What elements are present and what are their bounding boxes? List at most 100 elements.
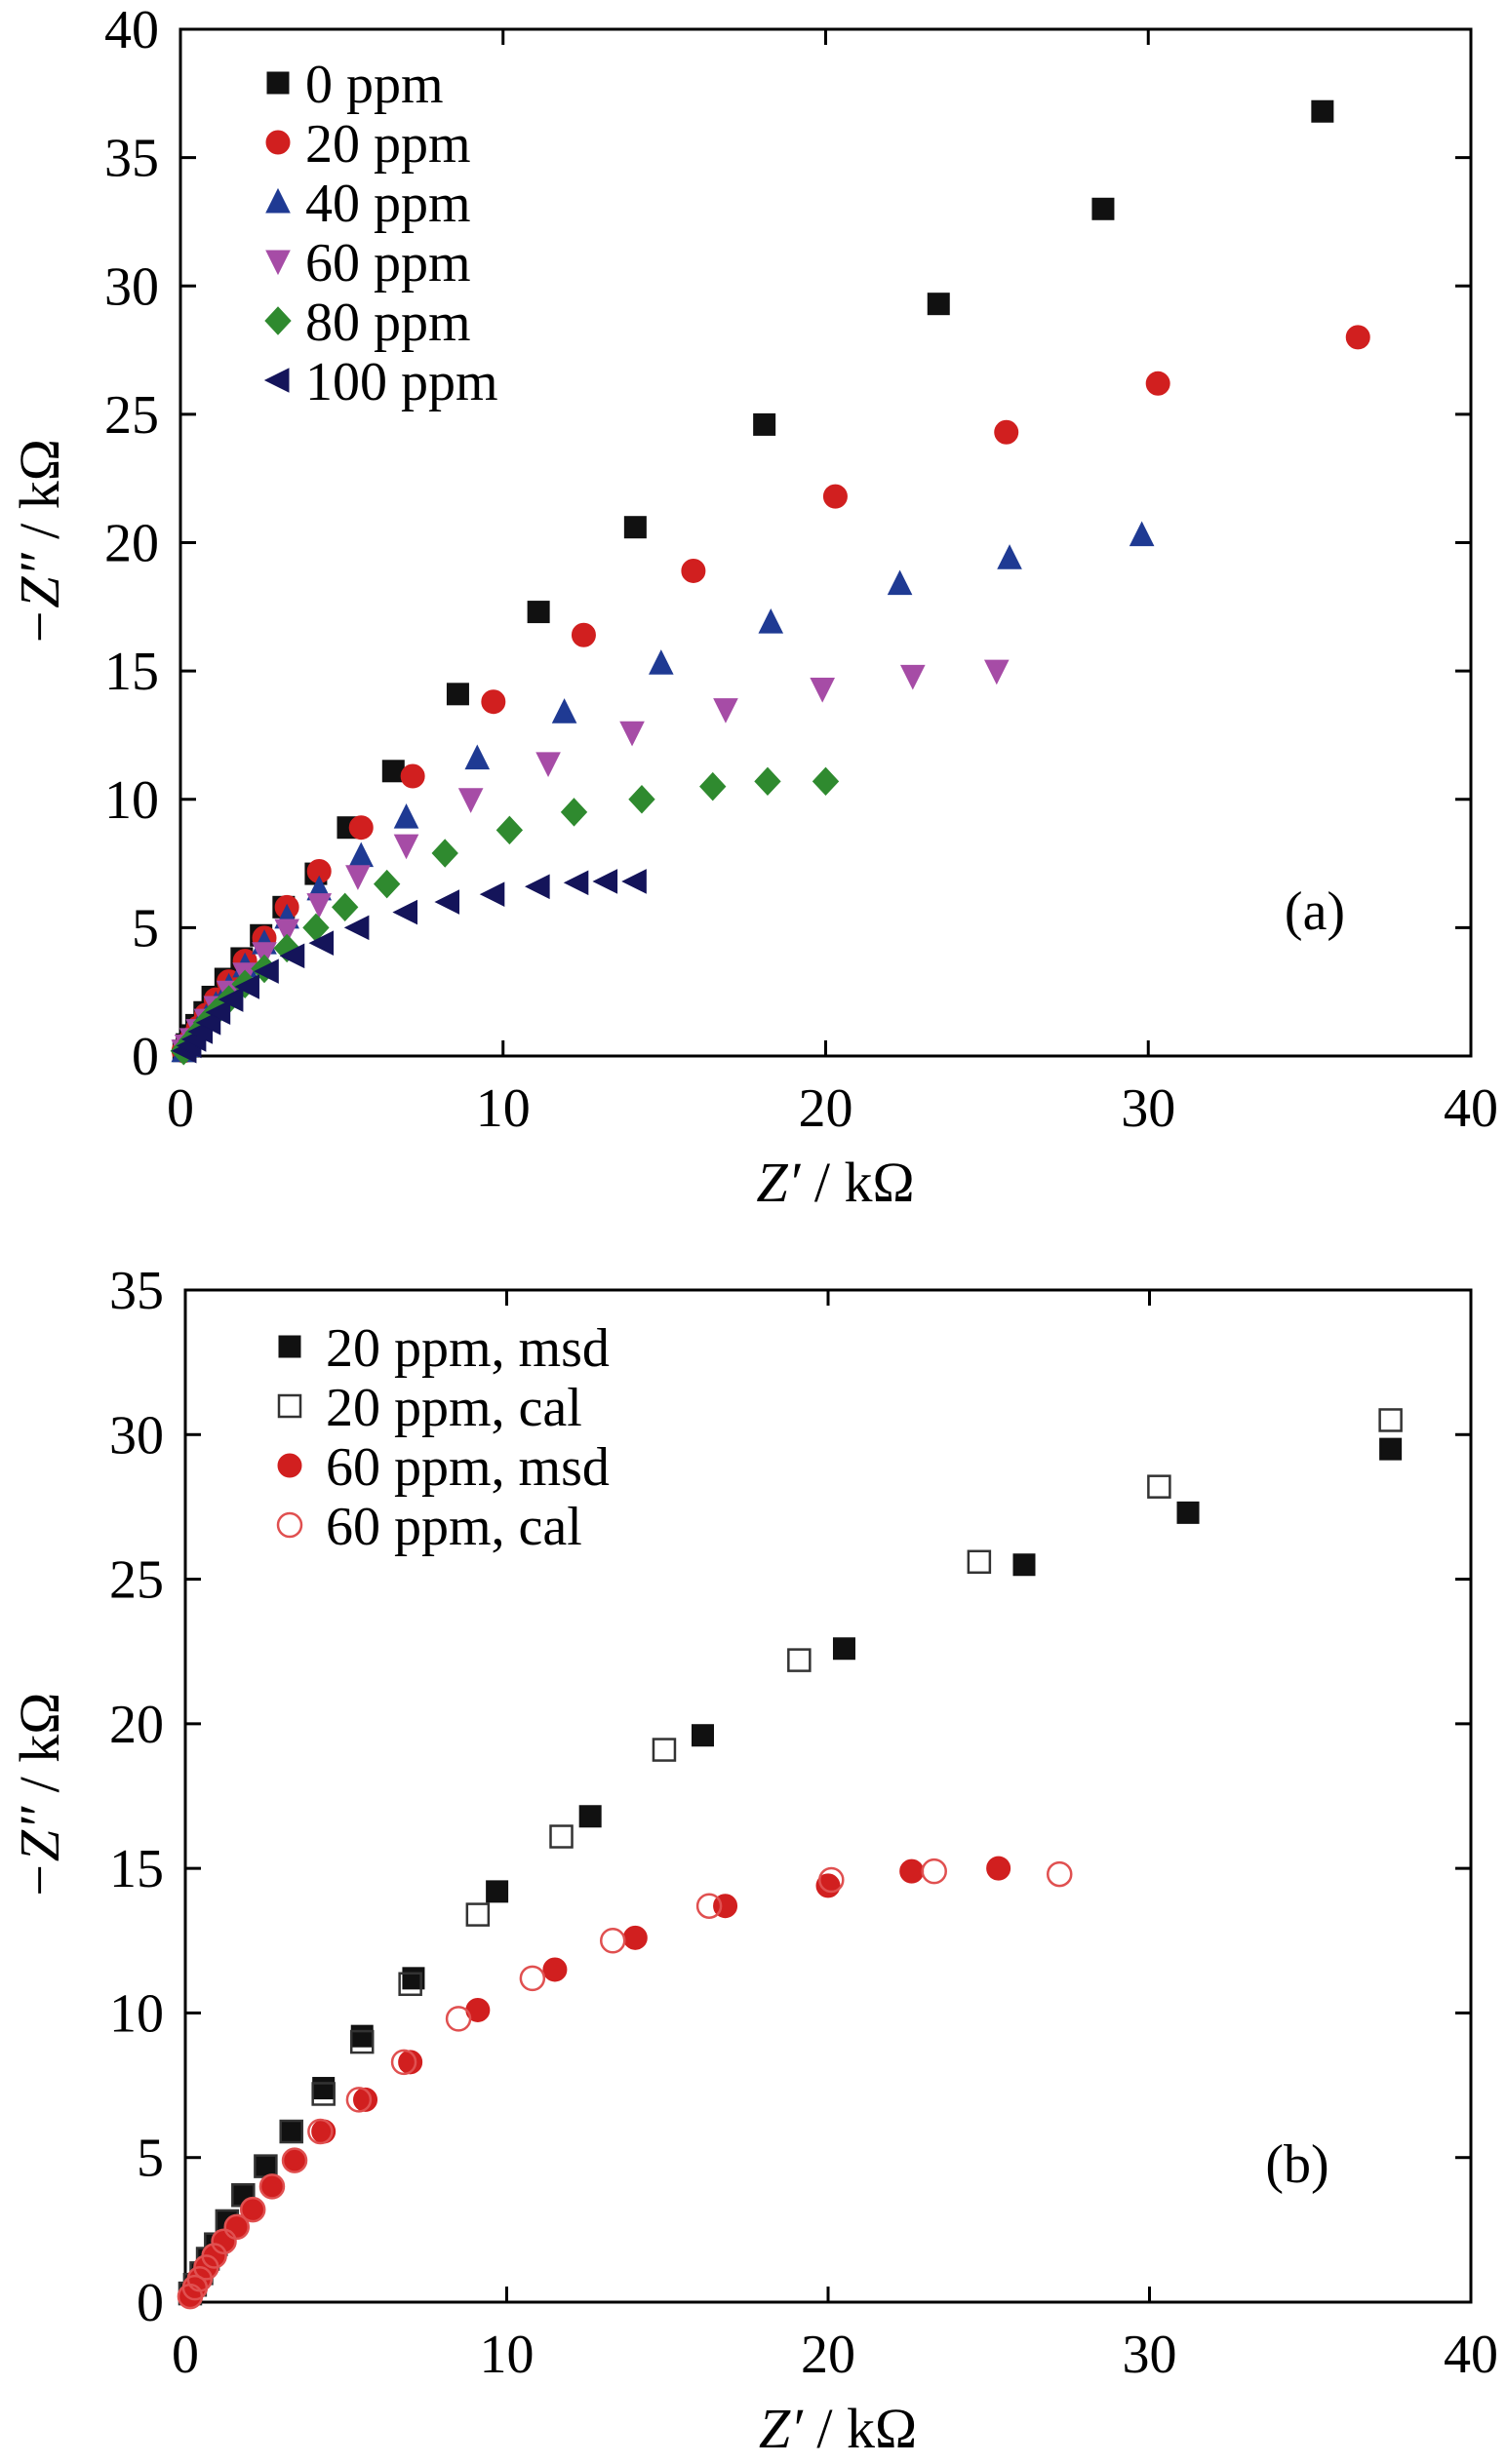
data-point xyxy=(332,892,359,922)
data-point xyxy=(457,788,484,813)
data-point xyxy=(446,683,469,706)
series-20-ppm xyxy=(171,325,1370,1064)
legend-label: 0 ppm xyxy=(305,55,444,115)
data-point xyxy=(986,1856,1011,1881)
y-tick-label: 15 xyxy=(104,642,159,702)
data-point xyxy=(345,865,371,890)
data-point xyxy=(258,2173,286,2200)
data-point xyxy=(652,1738,677,1762)
data-point xyxy=(832,1637,855,1661)
data-point xyxy=(758,607,784,634)
data-point xyxy=(279,2119,303,2144)
data-point xyxy=(551,698,577,724)
x-tick-label: 20 xyxy=(799,1078,853,1139)
y-tick-label: 15 xyxy=(109,1839,164,1899)
data-point xyxy=(691,1724,714,1747)
data-point xyxy=(571,622,596,647)
data-point xyxy=(899,664,926,690)
data-point xyxy=(753,412,776,436)
data-point xyxy=(254,958,279,984)
data-point xyxy=(1145,371,1170,396)
data-point xyxy=(578,1805,602,1828)
series-60-ppm xyxy=(171,659,1010,1065)
data-point xyxy=(281,2147,308,2173)
data-point xyxy=(628,785,655,814)
data-point xyxy=(525,874,550,900)
data-point xyxy=(549,1824,574,1849)
data-point xyxy=(398,1972,422,1997)
data-point xyxy=(353,2087,378,2112)
y-axis-title: −Z″ / kΩ xyxy=(8,439,71,646)
data-point xyxy=(1176,1501,1200,1524)
data-point xyxy=(599,1928,626,1954)
y-tick-label: 0 xyxy=(132,1027,159,1087)
data-point xyxy=(1046,1860,1073,1888)
data-point xyxy=(713,698,738,724)
data-point xyxy=(1129,521,1155,547)
data-point xyxy=(1378,1408,1403,1432)
legend-marker xyxy=(265,130,291,155)
data-point xyxy=(307,2118,334,2145)
panel-label: (b) xyxy=(1265,2134,1328,2195)
data-point xyxy=(345,2087,373,2113)
data-point xyxy=(280,2120,303,2143)
data-point xyxy=(252,942,277,967)
y-tick-label: 5 xyxy=(137,2129,164,2189)
data-point xyxy=(211,2228,237,2254)
data-point xyxy=(390,2049,417,2076)
data-point xyxy=(465,1902,491,1927)
x-tick-label: 0 xyxy=(172,2325,199,2385)
data-point xyxy=(899,1858,925,1884)
legend-marker xyxy=(276,1511,303,1539)
data-point xyxy=(1311,99,1334,123)
data-point xyxy=(967,1549,992,1575)
y-tick-label: 0 xyxy=(137,2273,164,2333)
x-tick-label: 10 xyxy=(480,2325,535,2385)
data-point xyxy=(279,943,305,969)
data-point xyxy=(481,689,506,715)
data-point xyxy=(398,2050,423,2075)
y-tick-label: 20 xyxy=(109,1695,164,1755)
data-point xyxy=(927,293,950,316)
data-point xyxy=(812,766,840,797)
y-tick-label: 10 xyxy=(104,770,159,831)
data-point xyxy=(311,2082,336,2106)
data-point xyxy=(621,869,647,894)
data-point xyxy=(560,798,588,827)
data-point xyxy=(983,659,1010,685)
data-point xyxy=(464,744,491,770)
x-tick-label: 20 xyxy=(801,2325,855,2385)
legend-marker xyxy=(278,1335,301,1358)
y-tick-label: 35 xyxy=(109,1261,164,1321)
y-tick-label: 30 xyxy=(104,256,159,317)
data-point xyxy=(818,1866,845,1894)
data-point xyxy=(1345,325,1370,350)
data-point xyxy=(527,601,550,624)
x-tick-label: 30 xyxy=(1123,2325,1177,2385)
data-point xyxy=(542,1957,568,1982)
data-point xyxy=(822,484,848,509)
data-point xyxy=(699,771,727,802)
data-point xyxy=(431,839,458,868)
legend-marker xyxy=(265,250,291,276)
legend-label: 40 ppm xyxy=(305,174,471,234)
data-point xyxy=(619,721,645,747)
data-point xyxy=(349,2029,375,2054)
data-point xyxy=(695,1893,723,1919)
series-40-ppm xyxy=(171,521,1155,1063)
legend-marker xyxy=(265,187,291,214)
y-tick-label: 20 xyxy=(104,514,159,574)
data-point xyxy=(201,2243,227,2269)
data-point xyxy=(495,815,524,845)
data-point xyxy=(306,893,333,919)
data-point xyxy=(681,558,706,583)
data-point xyxy=(1091,197,1115,220)
series-100-ppm xyxy=(171,869,647,1064)
x-tick-label: 0 xyxy=(167,1078,194,1139)
panel-label: (a) xyxy=(1285,881,1345,942)
series-60-ppm-cal xyxy=(177,1858,1073,2310)
panel-a: 0 10 20 30 40 0 5 10 15 20 25 30 35 40 Z′ / kΩ −Z″ / kΩ… xyxy=(8,0,1498,1214)
legend-label: 100 ppm xyxy=(305,352,498,412)
